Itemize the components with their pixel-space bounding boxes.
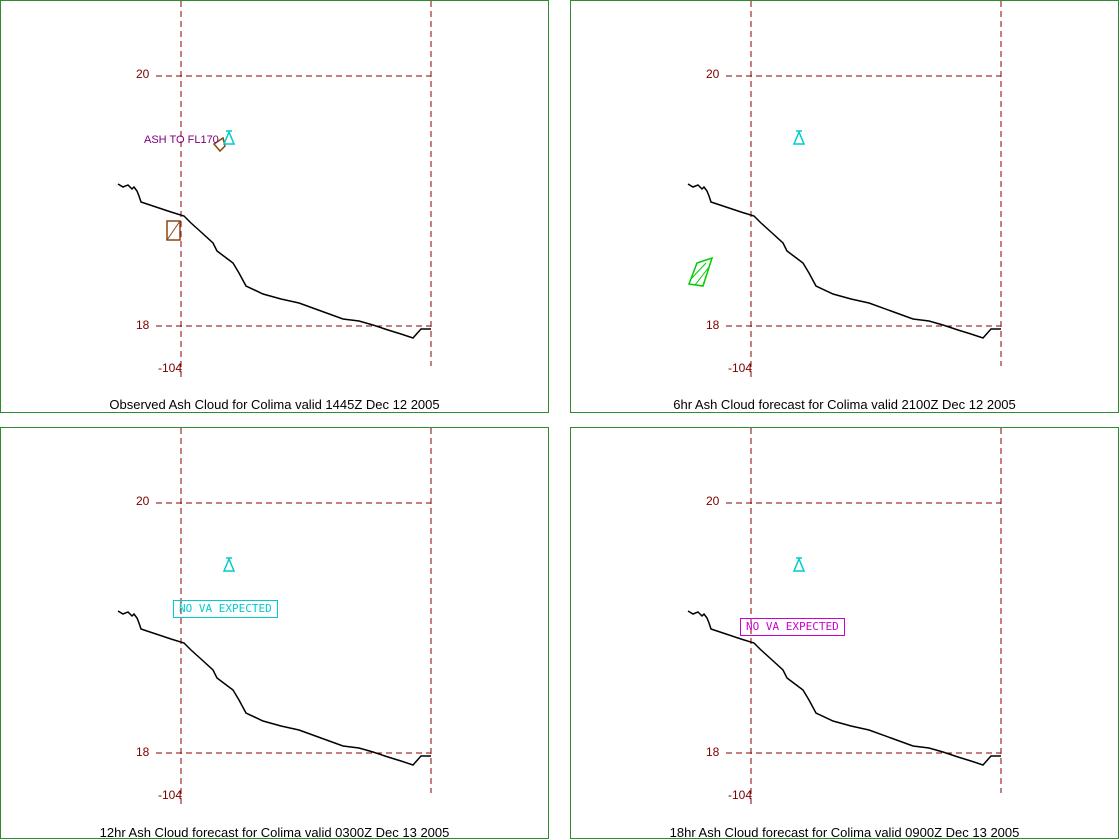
latitude-label-18: 18: [136, 745, 150, 759]
no-va-expected-label: NO VA EXPECTED: [173, 600, 278, 618]
latitude-label-20: 20: [706, 67, 720, 81]
panel-caption: Observed Ash Cloud for Colima valid 1445…: [109, 397, 440, 412]
panel-observed: 20 18 -104 ASH TO FL170 Observed Ash Clo…: [0, 0, 549, 413]
coastline: [687, 183, 1001, 339]
longitude-label: -104: [728, 361, 753, 375]
ash-height-label: ASH TO FL170: [144, 134, 219, 146]
coastline: [117, 183, 431, 339]
panel-6hr: 20 18 -104 6hr Ash Cloud forecast for Co…: [570, 0, 1119, 413]
longitude-label: -104: [158, 361, 183, 375]
volcano-icon: [792, 130, 806, 145]
panel-caption: 6hr Ash Cloud forecast for Colima valid …: [673, 397, 1016, 412]
volcano-icon: [222, 557, 236, 572]
map-observed: [117, 1, 432, 379]
longitude-label: -104: [728, 788, 753, 802]
map-18hr: [687, 428, 1002, 806]
map-6hr: [687, 1, 1002, 379]
latitude-label-18: 18: [136, 318, 150, 332]
ash-cloud-polygon: [212, 136, 226, 153]
latitude-label-20: 20: [136, 67, 150, 81]
panel-caption: 18hr Ash Cloud forecast for Colima valid…: [669, 825, 1020, 840]
panel-caption: 12hr Ash Cloud forecast for Colima valid…: [99, 825, 450, 840]
coastline: [117, 610, 431, 766]
volcano-icon: [792, 557, 806, 572]
volcano-icon: [222, 130, 236, 145]
panel-18hr: 20 18 -104 NO VA EXPECTED 18hr Ash Cloud…: [570, 427, 1119, 840]
ash-cloud-hatch: [166, 220, 181, 241]
latitude-label-18: 18: [706, 318, 720, 332]
ash-cloud-polygon: [687, 256, 714, 287]
map-12hr: [117, 428, 432, 806]
coastline: [687, 610, 1001, 766]
longitude-label: -104: [158, 788, 183, 802]
ash-cloud-polygon: [166, 220, 181, 241]
no-va-expected-label: NO VA EXPECTED: [740, 618, 845, 636]
panel-12hr: 20 18 -104 NO VA EXPECTED 12hr Ash Cloud…: [0, 427, 549, 840]
ash-cloud-hatch: [690, 262, 707, 280]
latitude-label-20: 20: [706, 494, 720, 508]
latitude-label-20: 20: [136, 494, 150, 508]
ash-cloud-hatch: [694, 266, 710, 286]
latitude-label-18: 18: [706, 745, 720, 759]
